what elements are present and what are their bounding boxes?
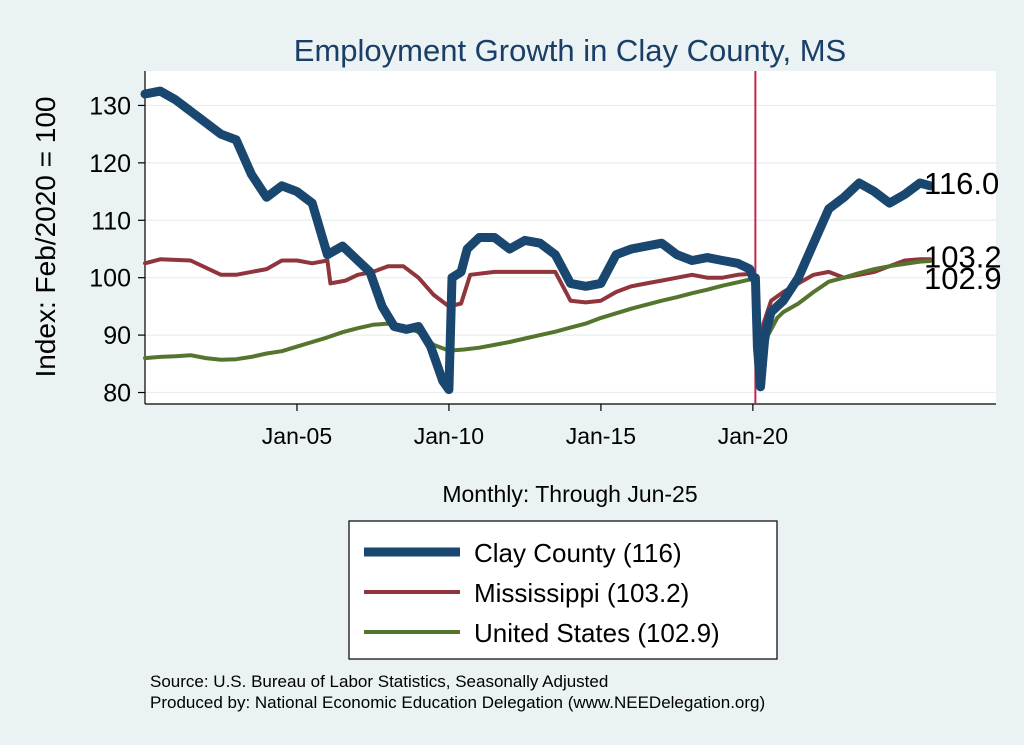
series-line-clay-county <box>140 86 935 395</box>
y-tick-label: 90 <box>103 322 131 350</box>
series-line-mississippi <box>143 257 932 361</box>
legend-label: Mississippi (103.2) <box>474 578 689 608</box>
chart-title: Employment Growth in Clay County, MS <box>294 33 846 68</box>
end-label: 116.0 <box>924 166 999 201</box>
legend: Clay County (116) Mississippi (103.2) Unit… <box>348 520 778 660</box>
y-tick-label: 100 <box>89 265 131 293</box>
legend-label: United States (102.9) <box>474 618 720 648</box>
y-tick-label: 110 <box>91 207 131 235</box>
series-line-united-states <box>143 259 932 369</box>
producer-note: Produced by: National Economic Education… <box>150 693 766 712</box>
x-tick-label: Jan-10 <box>414 423 484 449</box>
end-label: 102.9 <box>924 261 1002 296</box>
y-axis-label: Index: Feb/2020 = 100 <box>30 97 61 378</box>
x-tick-label: Jan-15 <box>566 423 636 449</box>
x-axis-label: Monthly: Through Jun-25 <box>442 481 697 507</box>
x-tick-label: Jan-20 <box>718 423 788 449</box>
legend-label: Clay County (116) <box>474 538 682 568</box>
x-tick-label: Jan-05 <box>262 423 332 449</box>
end-label: 103.2 <box>924 239 1002 274</box>
y-tick-label: 80 <box>103 380 131 408</box>
source-note: Source: U.S. Bureau of Labor Statistics,… <box>150 672 609 691</box>
y-tick-label: 120 <box>89 150 131 178</box>
y-tick-label: 130 <box>89 92 131 120</box>
